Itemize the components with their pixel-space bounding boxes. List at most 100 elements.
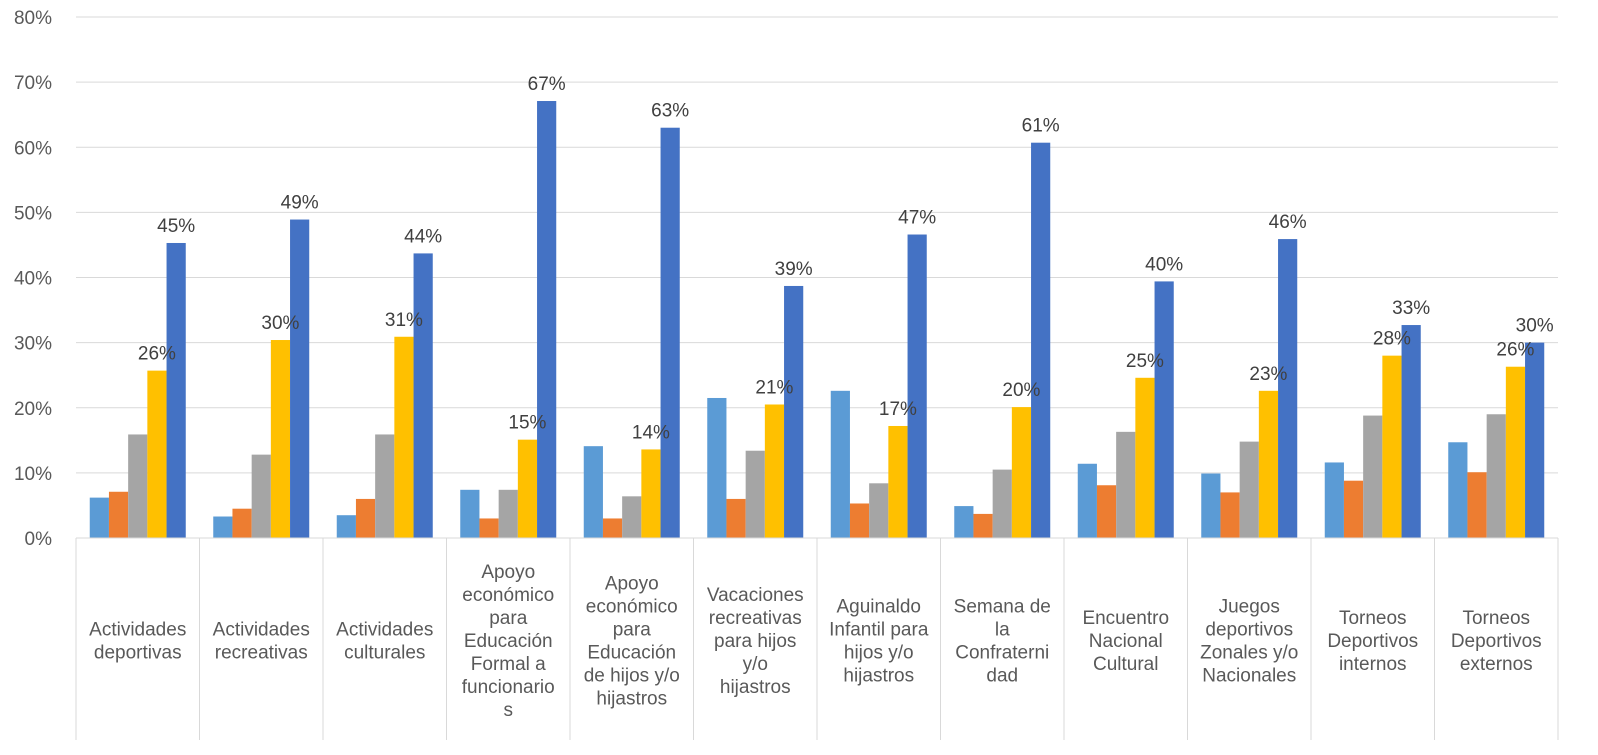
bar bbox=[1154, 281, 1174, 538]
bar bbox=[1077, 463, 1097, 538]
bar bbox=[460, 489, 480, 538]
data-label: 15% bbox=[508, 413, 546, 434]
bar bbox=[973, 513, 993, 538]
bar bbox=[290, 219, 310, 538]
category-label: Actividades recreativas bbox=[213, 620, 310, 664]
bar bbox=[1525, 342, 1545, 538]
data-label: 63% bbox=[651, 101, 689, 122]
data-label: 47% bbox=[898, 208, 936, 229]
bar bbox=[622, 496, 642, 538]
y-tick-label: 50% bbox=[14, 203, 52, 224]
x-axis bbox=[75, 537, 1559, 740]
bar bbox=[1201, 473, 1221, 538]
data-label: 40% bbox=[1145, 254, 1183, 275]
bar bbox=[1505, 366, 1526, 538]
bar bbox=[992, 469, 1012, 538]
bar bbox=[1220, 492, 1240, 538]
data-label: 25% bbox=[1126, 351, 1164, 372]
category-label: Actividades deportivas bbox=[89, 620, 186, 664]
bar bbox=[849, 503, 870, 538]
bar bbox=[660, 127, 680, 539]
data-label: 61% bbox=[1022, 116, 1060, 137]
category-label: Apoyo económico para Educación Formal a funci… bbox=[462, 562, 555, 721]
bar bbox=[479, 518, 499, 538]
bar bbox=[1258, 390, 1279, 538]
bar bbox=[89, 497, 109, 538]
y-tick-label: 10% bbox=[14, 464, 52, 485]
bar bbox=[602, 518, 623, 538]
bar bbox=[1096, 485, 1117, 538]
data-label: 21% bbox=[755, 377, 793, 398]
bar bbox=[128, 434, 148, 538]
data-label: 67% bbox=[528, 74, 566, 95]
category-label: Vacaciones recreativas para hijos y/o hijast… bbox=[707, 585, 804, 698]
bar bbox=[1011, 407, 1032, 538]
y-tick-label: 40% bbox=[14, 269, 52, 290]
category-label: Encuentro Nacional Cultural bbox=[1082, 608, 1169, 675]
category-label: Actividades culturales bbox=[336, 620, 433, 664]
data-labels: 26% 45% 30% 49% 31% 44% 15% 67% 14% 63% 21% 39% 17% 4… bbox=[138, 74, 1554, 443]
category-label: Aguinaldo Infantil para hijos y/o hijastros bbox=[829, 597, 929, 687]
bar bbox=[498, 489, 518, 538]
bar bbox=[375, 434, 395, 538]
bar bbox=[413, 253, 433, 538]
bar bbox=[1135, 377, 1155, 538]
category-label: Apoyo económico para Educación de hijos y/o h… bbox=[584, 574, 680, 710]
gridlines bbox=[76, 16, 1558, 474]
bar bbox=[764, 404, 785, 538]
y-tick-label: 20% bbox=[14, 399, 52, 420]
bar bbox=[726, 498, 746, 538]
bar bbox=[270, 340, 291, 538]
bar bbox=[1486, 414, 1506, 538]
y-tick-label: 80% bbox=[14, 8, 52, 29]
bar bbox=[641, 449, 661, 538]
bar bbox=[1382, 355, 1402, 538]
bar bbox=[784, 285, 804, 538]
bar bbox=[1278, 239, 1298, 539]
data-label: 14% bbox=[632, 422, 670, 443]
bar bbox=[213, 516, 233, 538]
data-label: 26% bbox=[138, 344, 176, 365]
bar bbox=[147, 370, 167, 538]
data-label: 31% bbox=[385, 310, 423, 331]
bar bbox=[1363, 415, 1383, 538]
y-tick-label: 70% bbox=[14, 73, 52, 94]
data-label: 33% bbox=[1392, 298, 1430, 319]
bar bbox=[869, 483, 889, 538]
data-label: 46% bbox=[1269, 212, 1307, 233]
bar bbox=[707, 397, 727, 538]
bar bbox=[537, 101, 557, 538]
data-label: 28% bbox=[1373, 329, 1411, 350]
category-label: Juegos deportivos Zonales y/o Nacionales bbox=[1200, 597, 1298, 687]
bar bbox=[517, 439, 538, 538]
bar bbox=[251, 454, 271, 538]
y-tick-label: 60% bbox=[14, 138, 52, 159]
data-label: 23% bbox=[1249, 364, 1287, 385]
bar bbox=[907, 234, 927, 538]
data-label: 44% bbox=[404, 226, 442, 247]
data-label: 30% bbox=[261, 313, 299, 334]
bar bbox=[355, 498, 376, 538]
data-label: 20% bbox=[1002, 380, 1040, 401]
data-label: 39% bbox=[775, 259, 813, 280]
category-label: Torneos Deportivos externos bbox=[1451, 608, 1542, 675]
bar bbox=[1448, 442, 1468, 538]
y-tick-label: 0% bbox=[25, 529, 53, 550]
category-labels: Actividades deportivas Actividades recreati… bbox=[89, 562, 1542, 721]
bar bbox=[1116, 431, 1136, 538]
bar bbox=[1401, 325, 1421, 538]
bar bbox=[394, 336, 414, 538]
data-label: 17% bbox=[879, 399, 917, 420]
bar bbox=[1324, 462, 1344, 538]
y-axis-tick-labels: 0% 10% 20% 30% 40% 50% 60% 70% 80% bbox=[14, 8, 52, 550]
category-label: Semana de la Confraterni dad bbox=[954, 597, 1051, 687]
bar bbox=[166, 242, 186, 538]
bar bbox=[1031, 142, 1051, 538]
y-tick-label: 30% bbox=[14, 334, 52, 355]
bar bbox=[583, 446, 603, 538]
bar bbox=[1467, 472, 1487, 538]
data-label: 30% bbox=[1516, 316, 1554, 337]
category-label: Torneos Deportivos internos bbox=[1327, 608, 1418, 675]
bar bbox=[232, 508, 252, 538]
